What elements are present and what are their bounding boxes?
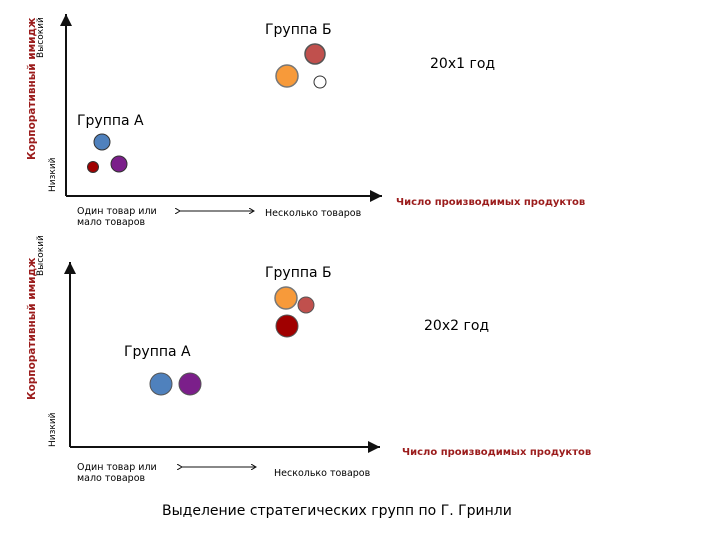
panel1-x-axis-title: Число производимых продуктов [396, 197, 586, 208]
panel2-y-low-label: Низкий [48, 412, 58, 447]
panel2-x-axis-title: Число производимых продуктов [402, 447, 592, 458]
panel1-y-high-label: Высокий [36, 17, 46, 58]
panel2-group-b-label: Группа Б [265, 265, 332, 281]
panel2-y-high-label: Высокий [36, 235, 46, 276]
panel1-group-a-label: Группа А [77, 113, 144, 129]
panel2-point-purple [178, 372, 202, 396]
panel2-y-axis-title: Корпоративный имидж [26, 257, 38, 400]
panel1-point-white [313, 75, 327, 89]
panel2-point-dark-red [275, 314, 299, 338]
diagram-caption: Выделение стратегических групп по Г. Гри… [162, 503, 512, 519]
panel1-point-salmon [304, 43, 326, 65]
panel2-x-left-label: Один товар или мало товаров [77, 462, 157, 484]
panel2-point-orange [274, 286, 298, 310]
panel1-point-purple [110, 155, 128, 173]
panel1-y-low-label: Низкий [48, 157, 58, 192]
panel1-point-orange [275, 64, 299, 88]
panel2-x-right-label: Несколько товаров [274, 468, 371, 479]
panel2-group-a-label: Группа А [124, 344, 191, 360]
panel2-year-label: 20х2 год [424, 318, 490, 334]
panel1-group-b-label: Группа Б [265, 22, 332, 38]
panel2-point-blue [149, 372, 173, 396]
panel1-x-left-label: Один товар или мало товаров [77, 206, 157, 228]
panel1-y-axis-title: Корпоративный имидж [26, 17, 38, 160]
panel2-point-salmon [297, 296, 315, 314]
panel1-point-blue [93, 133, 111, 151]
panel1-x-right-label: Несколько товаров [265, 208, 362, 219]
panel1-year-label: 20х1 год [430, 56, 496, 72]
panel1-point-dark-red [87, 161, 99, 173]
